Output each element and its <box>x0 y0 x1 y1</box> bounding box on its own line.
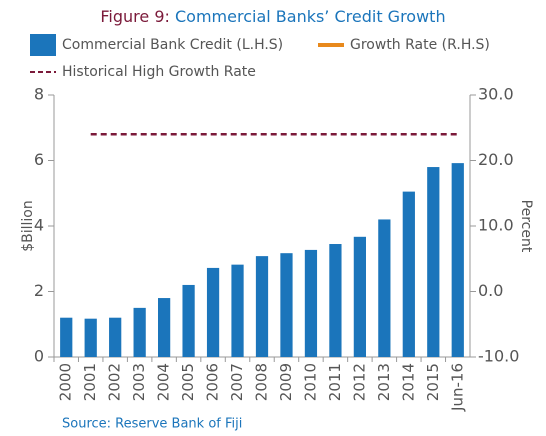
x-tick-label: 2001 <box>81 363 99 401</box>
x-tick-label: 2007 <box>228 363 246 401</box>
y2-tick-label: 10.0 <box>478 216 514 235</box>
bar <box>60 317 73 357</box>
y-tick-label: 2 <box>34 281 44 300</box>
bar <box>378 219 391 357</box>
x-tick-label: 2003 <box>130 363 148 401</box>
y-tick-label: 4 <box>34 216 44 235</box>
x-tick-label: 2012 <box>350 363 368 401</box>
bar <box>206 267 220 357</box>
figure-label: Figure 9: <box>100 7 170 26</box>
x-tick-label: 2006 <box>204 363 222 401</box>
x-tick-label: 2010 <box>301 363 319 401</box>
y-tick-label: 0 <box>34 347 44 366</box>
bar <box>109 317 122 357</box>
chart-title-group: Figure 9: Commercial Banks’ Credit Growt… <box>100 7 445 26</box>
y-tick-label: 6 <box>34 150 44 169</box>
x-tick-label: 2014 <box>399 363 417 401</box>
x-tick-label: Jun-16 <box>448 363 466 412</box>
x-tick-label: 2000 <box>57 363 75 401</box>
y2-tick-label: 0.0 <box>478 281 503 300</box>
y2-tick-label: -10.0 <box>478 347 519 366</box>
y-tick-label: 8 <box>34 85 44 104</box>
chart-title: Commercial Banks’ Credit Growth <box>175 7 446 26</box>
x-tick-label: 2004 <box>155 363 173 401</box>
y2-tick-label: 20.0 <box>478 150 514 169</box>
bar <box>133 307 146 357</box>
legend-label: Commercial Bank Credit (L.H.S) <box>62 37 283 53</box>
bar <box>84 318 97 357</box>
x-tick-label: 2013 <box>375 363 393 401</box>
y2-axis-label: Percent <box>518 200 534 253</box>
bar <box>280 253 293 357</box>
legend-label: Growth Rate (R.H.S) <box>350 37 490 53</box>
bar <box>255 256 269 357</box>
bar <box>329 244 342 357</box>
x-tick-label: 2005 <box>179 363 197 401</box>
bar <box>427 167 440 357</box>
legend-swatch <box>30 34 56 56</box>
x-tick-label: 2009 <box>277 363 295 401</box>
x-tick-label: 2008 <box>253 363 271 401</box>
bar <box>304 249 318 357</box>
legend-label: Historical High Growth Rate <box>62 64 256 80</box>
source-note: Source: Reserve Bank of Fiji <box>62 417 242 432</box>
y-axis-label: $Billion <box>20 200 36 252</box>
bar <box>158 298 171 357</box>
x-tick-label: 2011 <box>326 363 344 401</box>
bar <box>182 284 195 357</box>
x-tick-label: 2002 <box>106 363 124 401</box>
bar <box>402 191 415 357</box>
bar <box>231 264 244 357</box>
x-tick-label: 2015 <box>424 363 442 401</box>
bar <box>451 163 464 357</box>
y2-tick-label: 30.0 <box>478 85 514 104</box>
bar <box>353 236 366 357</box>
